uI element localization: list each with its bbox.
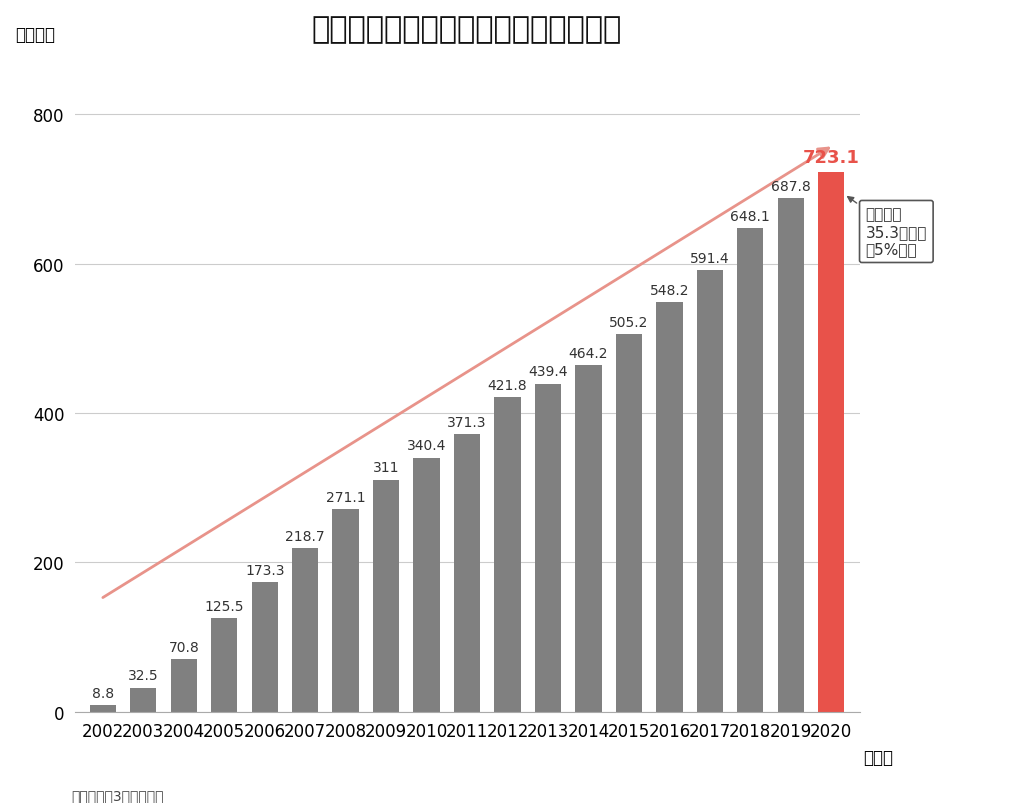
Text: 591.4: 591.4 xyxy=(690,251,730,266)
Text: 340.4: 340.4 xyxy=(407,438,446,453)
Bar xyxy=(211,618,238,712)
Bar xyxy=(777,199,804,712)
Bar xyxy=(373,480,399,712)
Text: 723.1: 723.1 xyxy=(803,149,860,167)
Bar xyxy=(90,705,116,712)
Bar xyxy=(818,173,845,712)
Text: 371.3: 371.3 xyxy=(447,416,486,430)
Bar xyxy=(696,271,723,712)
Bar xyxy=(252,583,278,712)
Text: 8.8: 8.8 xyxy=(92,687,114,700)
Text: 218.7: 218.7 xyxy=(286,530,325,544)
Text: 687.8: 687.8 xyxy=(771,180,811,194)
Bar xyxy=(130,687,157,712)
Text: （年）: （年） xyxy=(863,748,894,765)
Bar xyxy=(737,229,764,712)
Text: 505.2: 505.2 xyxy=(609,316,648,330)
Text: 271.1: 271.1 xyxy=(326,491,366,504)
Text: 421.8: 421.8 xyxy=(487,378,527,392)
Bar xyxy=(333,510,358,712)
Text: 439.4: 439.4 xyxy=(528,365,567,379)
Text: 対前年比
35.3万人増
（5%増）: 対前年比 35.3万人増 （5%増） xyxy=(848,198,927,257)
Text: 648.1: 648.1 xyxy=(730,210,770,223)
Bar xyxy=(575,365,601,712)
Text: 32.5: 32.5 xyxy=(128,668,159,683)
Bar xyxy=(615,335,642,712)
Bar xyxy=(454,435,480,712)
Text: 548.2: 548.2 xyxy=(649,283,689,298)
Text: 125.5: 125.5 xyxy=(205,599,244,613)
Text: 311: 311 xyxy=(373,461,399,475)
Title: 企業型確定拠出年金の加入者数の推移: 企業型確定拠出年金の加入者数の推移 xyxy=(312,15,623,44)
Text: （万人）: （万人） xyxy=(15,26,55,43)
Bar xyxy=(171,659,197,712)
Text: 70.8: 70.8 xyxy=(168,640,199,654)
Text: 173.3: 173.3 xyxy=(245,564,285,577)
Bar xyxy=(535,384,561,712)
Bar xyxy=(656,303,683,712)
Text: 加入者数は3月末の数字: 加入者数は3月末の数字 xyxy=(72,788,164,802)
Bar xyxy=(414,458,439,712)
Bar xyxy=(495,397,520,712)
Text: 464.2: 464.2 xyxy=(568,346,608,361)
Bar xyxy=(292,548,318,712)
